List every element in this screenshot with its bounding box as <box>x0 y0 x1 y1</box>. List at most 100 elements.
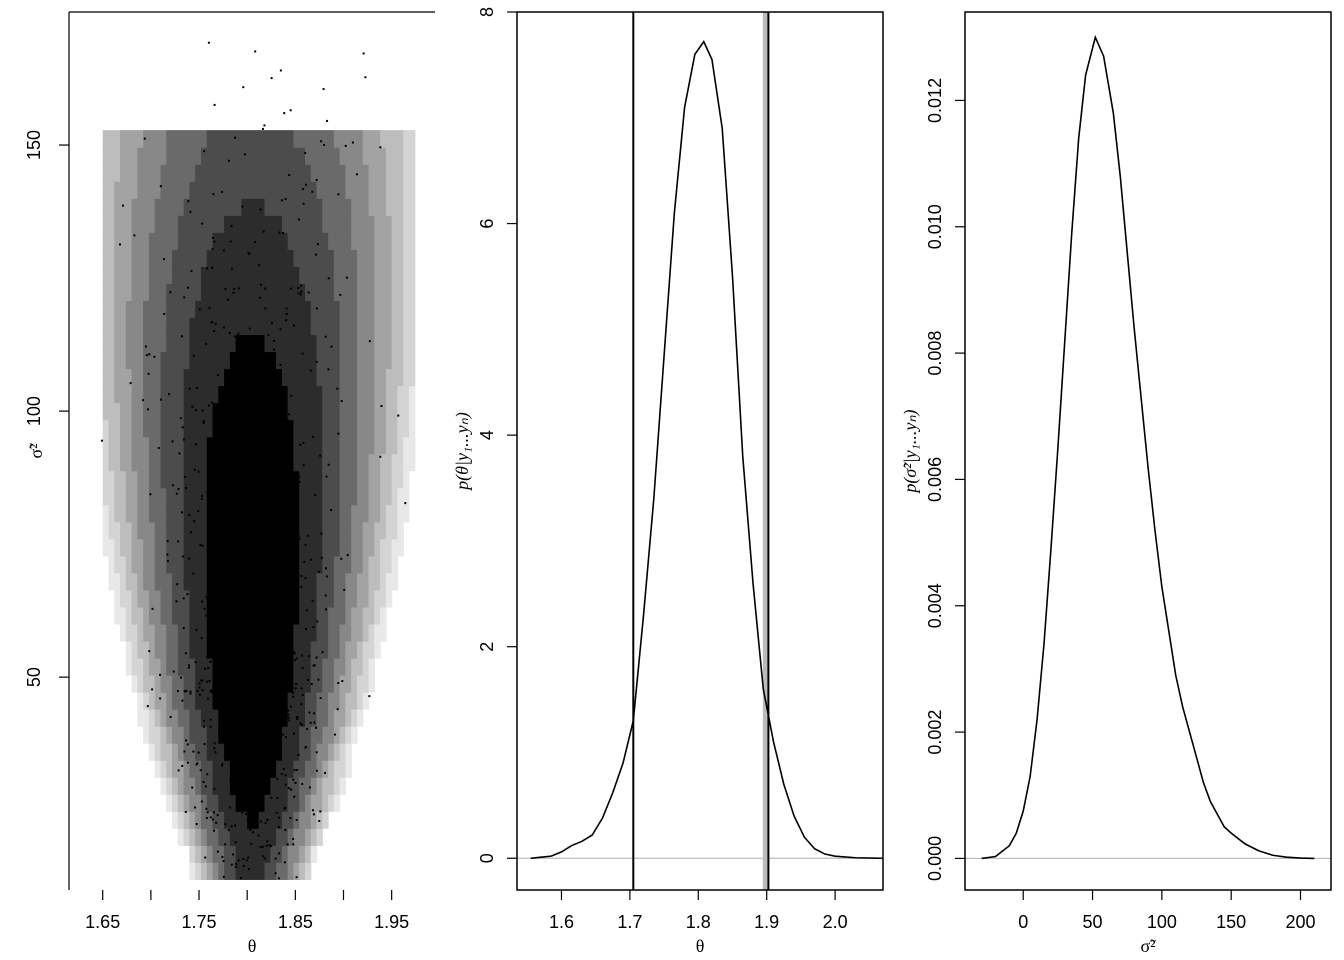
sample-point <box>368 340 371 343</box>
heatmap-cell <box>212 487 219 506</box>
heatmap-cell <box>299 283 306 302</box>
heatmap-cell <box>293 266 300 284</box>
heatmap-cell <box>304 147 312 165</box>
heatmap-cell <box>258 504 266 523</box>
sample-point <box>254 348 257 351</box>
heatmap-cell <box>218 555 225 574</box>
heatmap-cell <box>212 317 219 336</box>
heatmap-cell <box>403 283 410 302</box>
sample-point <box>278 852 281 855</box>
heatmap-cell <box>403 334 410 353</box>
heatmap-cell <box>316 777 323 795</box>
heatmap-cell <box>212 334 219 353</box>
heatmap-cell <box>241 181 248 199</box>
heatmap-cell <box>328 317 335 336</box>
heatmap-cell <box>154 589 162 608</box>
sample-point <box>218 651 221 654</box>
sample-point <box>240 738 243 741</box>
heatmap-cell <box>183 436 190 455</box>
heatmap-cell <box>148 640 156 659</box>
heatmap-cell <box>189 504 196 523</box>
sample-point <box>212 702 215 705</box>
sample-point <box>304 543 307 546</box>
sample-point <box>251 419 254 422</box>
sample-point <box>291 504 294 507</box>
sample-point <box>221 762 224 765</box>
heatmap-cell <box>206 828 214 846</box>
sample-point <box>182 597 185 600</box>
heatmap-cell <box>258 709 266 727</box>
sample-point <box>213 747 216 750</box>
sample-point <box>287 713 290 716</box>
heatmap-cell <box>172 657 179 676</box>
heatmap-cell <box>143 232 150 250</box>
sample-point <box>240 807 243 810</box>
heatmap-cell <box>304 266 312 284</box>
heatmap-cell <box>362 555 370 574</box>
sample-point <box>212 549 215 552</box>
heatmap-cell <box>345 283 352 302</box>
sample-point <box>246 709 249 712</box>
heatmap-cell <box>252 181 260 199</box>
heatmap-cell <box>247 521 254 540</box>
sample-point <box>277 734 280 737</box>
heatmap-cell <box>172 504 179 523</box>
heatmap-cell <box>131 640 138 659</box>
heatmap-cell <box>177 232 185 250</box>
heatmap-cell <box>304 640 312 659</box>
sample-point <box>258 430 261 433</box>
heatmap-cell <box>154 147 162 165</box>
heatmap-cell <box>137 334 144 353</box>
heatmap-cell <box>322 692 329 710</box>
heatmap-cell <box>328 794 335 812</box>
sample-point <box>299 722 302 725</box>
heatmap-cell <box>235 760 243 778</box>
heatmap-cell <box>206 402 214 421</box>
sample-point <box>201 222 204 225</box>
heatmap-cell <box>391 555 399 574</box>
sample-point <box>262 797 265 800</box>
heatmap-cell <box>114 504 121 523</box>
sample-point <box>290 444 293 447</box>
heatmap-cell <box>328 232 335 250</box>
heatmap-cell <box>200 385 208 404</box>
heatmap-cell <box>374 402 381 421</box>
sample-point <box>222 875 225 878</box>
heatmap-cell <box>339 232 347 250</box>
heatmap-cell <box>362 368 370 387</box>
heatmap-cell <box>235 283 243 302</box>
heatmap-cell <box>125 453 133 472</box>
sample-point <box>260 820 263 823</box>
heatmap-cell <box>247 743 254 761</box>
heatmap-cell <box>172 453 179 472</box>
heatmap-cell <box>183 470 190 489</box>
heatmap-cell <box>351 215 358 233</box>
sample-point <box>271 768 274 771</box>
sample-point <box>176 690 179 693</box>
heatmap-cell <box>304 470 312 489</box>
heatmap-cell <box>172 334 179 353</box>
sample-point <box>224 823 227 826</box>
heatmap-cell <box>172 215 179 233</box>
sample-point <box>203 743 206 746</box>
sample-point <box>293 769 296 772</box>
heatmap-cell <box>131 436 138 455</box>
heatmap-cell <box>206 640 214 659</box>
heatmap-cell <box>148 572 156 591</box>
heatmap-cell <box>108 419 115 438</box>
sample-point <box>282 583 285 586</box>
sample-point <box>247 805 250 808</box>
heatmap-cell <box>374 283 381 302</box>
heatmap-cell <box>322 402 329 421</box>
heatmap-cell <box>241 419 248 438</box>
heatmap-cell <box>229 675 237 693</box>
sample-point <box>277 629 280 632</box>
heatmap-cell <box>114 198 121 216</box>
heatmap-cell <box>247 589 254 608</box>
heatmap-cell <box>356 351 364 370</box>
heatmap-cell <box>403 164 410 182</box>
heatmap-cell <box>166 589 173 608</box>
sample-point <box>193 468 196 471</box>
heatmap-cell <box>177 828 185 846</box>
heatmap-cell <box>356 555 364 574</box>
